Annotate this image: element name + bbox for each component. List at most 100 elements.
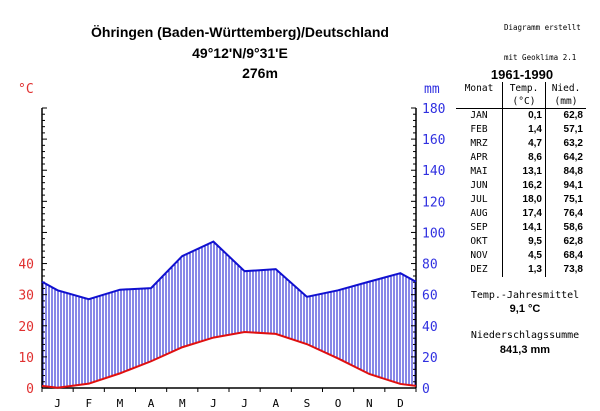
precipitation-tick-label: 180 — [422, 102, 445, 117]
table-cell-month: JAN — [470, 110, 488, 121]
table-cell-prec: 84,8 — [545, 165, 586, 179]
month-label: M — [179, 397, 186, 410]
month-label: J — [210, 397, 217, 410]
temperature-unit-label: °C — [18, 82, 34, 97]
annual-temp-value: 9,1 °C — [509, 303, 541, 315]
table-cell-prec: 58,6 — [545, 221, 586, 235]
precipitation-tick-label: 40 — [422, 320, 438, 335]
credit-line-2: mit Geoklima 2.1 — [504, 53, 577, 62]
month-label: J — [241, 397, 248, 410]
climate-table-wrap: Monat Temp. Nied. (°C) (mm) JAN 0,1 62,8 FE… — [456, 82, 586, 277]
table-row: APR 8,6 64,2 — [456, 151, 586, 165]
header-temp: Temp. — [502, 82, 546, 95]
month-label: S — [304, 397, 311, 410]
climate-chart: 0 10 20 30 40 0 20 40 60 80 100 120 140 160 180 J F M A M… — [18, 102, 445, 410]
precipitation-tick-label: 60 — [422, 289, 438, 304]
table-cell-month: AUG — [470, 208, 488, 219]
table-row: SEP 14,1 58,6 — [456, 221, 586, 235]
precipitation-tick-label: 0 — [422, 382, 430, 397]
table-cell-temp: 14,1 — [502, 221, 546, 235]
table-cell-month: OKT — [470, 236, 488, 247]
chart-coordinates: 49°12'N/9°31'E — [192, 45, 288, 61]
table-cell-prec: 94,1 — [545, 179, 586, 193]
climate-table: Monat Temp. Nied. (°C) (mm) JAN 0,1 62,8 FE… — [456, 82, 586, 277]
table-row: MAI 13,1 84,8 — [456, 165, 586, 179]
table-row: JAN 0,1 62,8 — [456, 108, 586, 123]
table-cell-month: JUN — [470, 180, 488, 191]
table-cell-month: MRZ — [470, 138, 488, 149]
table-cell-month: DEZ — [470, 264, 488, 275]
month-label: M — [117, 397, 124, 410]
table-cell-temp: 1,3 — [502, 263, 546, 277]
precipitation-line — [41, 240, 417, 301]
table-cell-prec: 63,2 — [545, 137, 586, 151]
table-cell-prec: 73,8 — [545, 263, 586, 277]
table-cell-temp: 13,1 — [502, 165, 546, 179]
precipitation-tick-label: 120 — [422, 195, 445, 210]
annual-prec-label: Niederschlagssumme — [470, 330, 580, 341]
annual-temp-label: Temp.-Jahresmittel — [470, 290, 580, 301]
table-cell-prec: 62,8 — [545, 108, 586, 123]
temperature-ticks: 0 10 20 30 40 — [18, 258, 34, 397]
month-label: F — [85, 397, 92, 410]
credit-line-1: Diagramm erstellt — [504, 23, 581, 32]
header-prec: Nied. — [545, 82, 586, 95]
table-cell-temp: 17,4 — [502, 207, 546, 221]
table-cell-prec: 75,1 — [545, 193, 586, 207]
table-cell-month: MAI — [470, 166, 488, 177]
table-row: FEB 1,4 57,1 — [456, 123, 586, 137]
credit: Diagramm erstellt mit Geoklima 2.1 — [504, 3, 581, 73]
annual-prec-value: 841,3 mm — [499, 344, 551, 356]
header-temp-unit: (°C) — [502, 95, 546, 109]
temperature-tick-label: 30 — [18, 289, 34, 304]
table-cell-prec: 62,8 — [545, 235, 586, 249]
table-row: DEZ 1,3 73,8 — [456, 263, 586, 277]
precipitation-tick-label: 80 — [422, 258, 438, 273]
temperature-tick-label: 40 — [18, 258, 34, 273]
precipitation-ticks: 0 20 40 60 80 100 120 140 160 180 — [422, 102, 445, 397]
table-row: NOV 4,5 68,4 — [456, 249, 586, 263]
table-cell-month: NOV — [470, 250, 488, 261]
table-cell-prec: 64,2 — [545, 151, 586, 165]
table-cell-temp: 4,5 — [502, 249, 546, 263]
table-cell-month: FEB — [470, 124, 488, 135]
precipitation-unit-label: mm — [424, 82, 440, 97]
table-row: JUL 18,0 75,1 — [456, 193, 586, 207]
chart-title: Öhringen (Baden-Württemberg)/Deutschland — [91, 24, 389, 40]
period-label: 1961-1990 — [490, 67, 554, 82]
table-cell-month: JUL — [470, 194, 488, 205]
table-cell-temp: 18,0 — [502, 193, 546, 207]
precipitation-tick-label: 160 — [422, 133, 445, 148]
chart-altitude: 276m — [242, 65, 278, 81]
month-label: O — [335, 397, 342, 410]
table-row: AUG 17,4 76,4 — [456, 207, 586, 221]
table-cell-prec: 57,1 — [545, 123, 586, 137]
header-prec-unit: (mm) — [545, 95, 586, 109]
table-cell-temp: 0,1 — [502, 108, 546, 123]
temperature-tick-label: 0 — [26, 382, 34, 397]
precipitation-tick-label: 100 — [422, 226, 445, 241]
table-cell-temp: 8,6 — [502, 151, 546, 165]
table-cell-month: APR — [470, 152, 488, 163]
table-header-units-row: (°C) (mm) — [456, 95, 586, 109]
precipitation-tick-label: 20 — [422, 351, 438, 366]
precipitation-tick-label: 140 — [422, 164, 445, 179]
month-label: J — [54, 397, 61, 410]
header-month: Monat — [464, 83, 494, 94]
month-label: D — [397, 397, 404, 410]
table-cell-month: SEP — [470, 222, 488, 233]
month-label: N — [366, 397, 373, 410]
table-row: OKT 9,5 62,8 — [456, 235, 586, 249]
temperature-tick-label: 10 — [18, 351, 34, 366]
table-row: JUN 16,2 94,1 — [456, 179, 586, 193]
table-cell-prec: 76,4 — [545, 207, 586, 221]
temperature-tick-label: 20 — [18, 320, 34, 335]
table-row: MRZ 4,7 63,2 — [456, 137, 586, 151]
table-cell-temp: 1,4 — [502, 123, 546, 137]
table-cell-temp: 9,5 — [502, 235, 546, 249]
precipitation-hatch — [42, 242, 416, 388]
month-label: A — [272, 397, 279, 410]
temperature-line — [41, 330, 417, 389]
table-cell-temp: 16,2 — [502, 179, 546, 193]
